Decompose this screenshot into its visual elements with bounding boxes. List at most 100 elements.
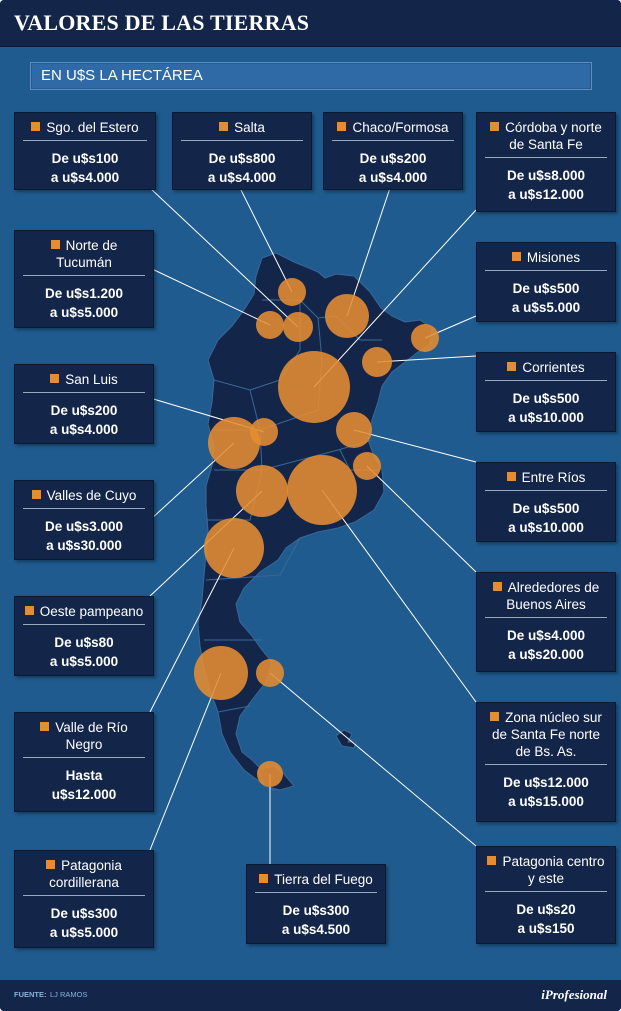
region-0-bubble [283, 312, 313, 342]
region-5-values: De u$s500 a u$s5.000 [477, 279, 615, 317]
region-2-heading: Chaco/Formosa [332, 119, 454, 141]
region-0-heading: Sgo. del Estero [23, 119, 147, 141]
region-10-value-line2: a u$s20.000 [508, 647, 584, 662]
region-8-values: De u$s500 a u$s10.000 [477, 499, 615, 537]
region-4-name: Norte de Tucumán [56, 238, 118, 270]
region-12-value-line2: u$s12.000 [51, 787, 117, 802]
region-0-values: De u$s100 a u$s4.000 [15, 149, 155, 187]
bubbles [194, 278, 439, 787]
region-6-values: De u$s200 a u$s4.000 [15, 401, 153, 439]
region-4-value-line2: a u$s5.000 [49, 305, 119, 320]
region-9-name: Valles de Cuyo [46, 488, 137, 503]
region-1-value-line2: a u$s4.000 [207, 170, 277, 185]
source-value: LJ RAMOS [50, 990, 88, 999]
region-12-value-line1: Hasta [65, 768, 103, 783]
region-14-values: De u$s300 a u$s5.000 [15, 904, 153, 942]
orange-square-icon [24, 606, 34, 615]
region-0-leader-line [149, 187, 299, 328]
region-9-value-line1: De u$s3.000 [44, 519, 124, 534]
region-5-value-line2: a u$s5.000 [511, 300, 581, 315]
region-10-box: Alrededores de Buenos Aires De u$s4.000 a … [476, 572, 616, 672]
region-15-name: Tierra del Fuego [274, 872, 373, 887]
region-12-leader-line [149, 547, 235, 713]
region-16-values: De u$s20 a u$s150 [477, 900, 615, 938]
region-6-box: San Luis De u$s200 a u$s4.000 [14, 364, 154, 444]
region-1-values: De u$s800 a u$s4.000 [173, 149, 311, 187]
orange-square-icon [506, 472, 516, 481]
region-8-leader-line [353, 429, 477, 463]
region-6-value-line1: De u$s200 [50, 403, 118, 418]
region-15-box: Tierra del Fuego De u$s300 a u$s4.500 [246, 864, 386, 944]
orange-square-icon [46, 860, 56, 869]
region-11-value-line1: De u$s80 [54, 635, 114, 650]
region-2-box: Chaco/Formosa De u$s200 a u$s4.000 [323, 112, 463, 190]
region-16-value-line1: De u$s20 [516, 902, 576, 917]
region-10-value-line1: De u$s4.000 [506, 628, 586, 643]
region-16-leader-line [269, 672, 477, 847]
region-12-box: Valle de Río Negro Hasta u$s12.000 [14, 712, 154, 812]
region-5-box: Misiones De u$s500 a u$s5.000 [476, 242, 616, 322]
region-11-box: Oeste pampeano De u$s80 a u$s5.000 [14, 596, 154, 676]
region-0-box: Sgo. del Estero De u$s100 a u$s4.000 [14, 112, 156, 190]
region-9-heading: Valles de Cuyo [23, 487, 145, 509]
malvinas-shape [335, 729, 357, 749]
subtitle-bar: EN U$S LA HECTÁREA [30, 62, 592, 90]
region-13-value-line2: a u$s15.000 [508, 794, 584, 809]
region-4-values: De u$s1.200 a u$s5.000 [15, 284, 153, 322]
region-13-bubble [287, 455, 357, 525]
region-5-heading: Misiones [485, 249, 607, 271]
orange-square-icon [40, 722, 50, 731]
region-14-bubble [194, 646, 248, 700]
region-16-heading: Patagonia centro y este [485, 853, 607, 892]
orange-square-icon [511, 252, 521, 261]
region-14-value-line1: De u$s300 [50, 906, 118, 921]
region-3-heading: Córdoba y norte de Santa Fe [485, 119, 607, 158]
region-7-heading: Corrientes [485, 359, 607, 381]
region-5-name: Misiones [526, 250, 581, 265]
region-3-leader-line [313, 209, 477, 388]
region-2-value-line1: De u$s200 [359, 151, 427, 166]
region-11-values: De u$s80 a u$s5.000 [15, 633, 153, 671]
region-5-value-line1: De u$s500 [512, 281, 580, 296]
region-7-values: De u$s500 a u$s10.000 [477, 389, 615, 427]
region-4-heading: Norte de Tucumán [23, 237, 145, 276]
region-1-heading: Salta [181, 119, 303, 141]
region-4-leader-line [149, 267, 271, 326]
region-15-value-line1: De u$s300 [282, 903, 350, 918]
region-6-value-line2: a u$s4.000 [49, 422, 119, 437]
page-title: VALORES DE LAS TIERRAS [14, 10, 310, 35]
region-4-box: Norte de Tucumán De u$s1.200 a u$s5.000 [14, 230, 154, 328]
region-2-name: Chaco/Formosa [352, 120, 449, 135]
region-8-box: Entre Ríos De u$s500 a u$s10.000 [476, 462, 616, 542]
region-10-values: De u$s4.000 a u$s20.000 [477, 626, 615, 664]
region-8-value-line2: a u$s10.000 [508, 520, 584, 535]
region-14-box: Patagonia cordillerana De u$s300 a u$s5.00… [14, 850, 154, 948]
region-8-heading: Entre Ríos [485, 469, 607, 491]
orange-square-icon [487, 856, 497, 865]
region-1-name: Salta [234, 120, 265, 135]
region-1-value-line1: De u$s800 [208, 151, 276, 166]
region-2-bubble [325, 294, 369, 338]
region-13-heading: Zona núcleo sur de Santa Fe norte de Bs.… [485, 709, 607, 765]
region-16-name: Patagonia centro y este [502, 854, 605, 886]
title-bar: VALORES DE LAS TIERRAS [0, 0, 621, 47]
region-3-name: Córdoba y norte de Santa Fe [505, 120, 602, 152]
region-4-bubble [256, 311, 284, 339]
region-7-value-line1: De u$s500 [512, 391, 580, 406]
region-10-heading: Alrededores de Buenos Aires [485, 579, 607, 618]
region-0-value-line1: De u$s100 [51, 151, 119, 166]
region-3-bubble [278, 351, 350, 423]
region-15-heading: Tierra del Fuego [255, 871, 377, 893]
region-6-name: San Luis [65, 372, 118, 387]
page-subtitle: EN U$S LA HECTÁREA [41, 67, 203, 84]
region-11-name: Oeste pampeano [39, 604, 144, 619]
orange-square-icon [50, 240, 60, 249]
region-7-leader-line [376, 355, 477, 363]
orange-square-icon [31, 490, 41, 499]
orange-square-icon [31, 122, 41, 131]
region-6-heading: San Luis [23, 371, 145, 393]
orange-square-icon [507, 362, 517, 371]
region-13-leader-line [321, 489, 477, 703]
region-1-box: Salta De u$s800 a u$s4.000 [172, 112, 312, 190]
